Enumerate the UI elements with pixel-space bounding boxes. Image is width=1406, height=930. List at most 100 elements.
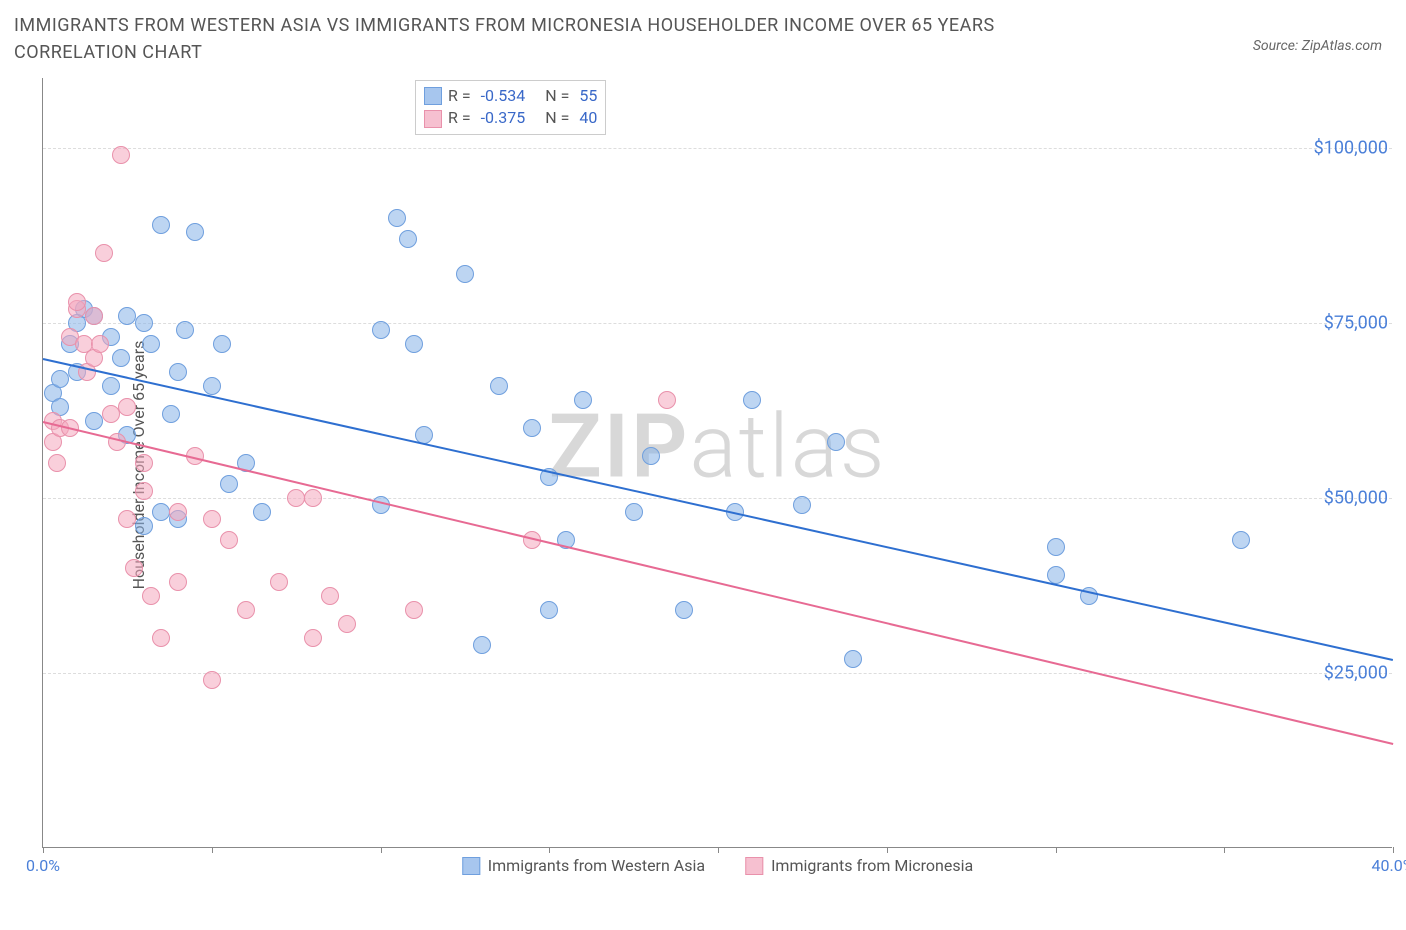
watermark-light: atlas xyxy=(689,396,886,499)
scatter-point xyxy=(625,503,643,521)
chart-title: IMMIGRANTS FROM WESTERN ASIA VS IMMIGRAN… xyxy=(14,12,1114,66)
scatter-point xyxy=(85,307,103,325)
correlation-row: R = -0.375 N = 40 xyxy=(424,107,597,129)
scatter-point xyxy=(321,587,339,605)
legend-item: Immigrants from Micronesia xyxy=(745,856,973,875)
legend-swatch xyxy=(424,110,442,128)
scatter-point xyxy=(338,615,356,633)
trend-line xyxy=(43,421,1393,745)
x-tick xyxy=(1224,847,1225,853)
scatter-point xyxy=(112,349,130,367)
scatter-point xyxy=(287,489,305,507)
series-legend: Immigrants from Western Asia Immigrants f… xyxy=(462,856,973,875)
x-tick-label: 40.0% xyxy=(1372,856,1406,875)
scatter-point xyxy=(95,244,113,262)
scatter-point xyxy=(642,447,660,465)
gridline xyxy=(43,673,1392,674)
scatter-point xyxy=(220,475,238,493)
scatter-point xyxy=(162,405,180,423)
correlation-legend: R = -0.534 N = 55 R = -0.375 N = 40 xyxy=(415,80,606,135)
scatter-point xyxy=(658,391,676,409)
scatter-point xyxy=(743,391,761,409)
scatter-plot-area: ZIPatlas R = -0.534 N = 55 R = -0.375 N = 4… xyxy=(42,78,1392,848)
corr-n-label: N = xyxy=(545,107,569,129)
x-tick xyxy=(43,847,44,853)
scatter-point xyxy=(125,559,143,577)
gridline xyxy=(43,323,1392,324)
scatter-point xyxy=(169,363,187,381)
scatter-point xyxy=(169,503,187,521)
legend-swatch xyxy=(462,857,480,875)
scatter-point xyxy=(399,230,417,248)
corr-r-value: -0.375 xyxy=(481,107,526,129)
y-tick-label: $25,000 xyxy=(1324,663,1396,684)
scatter-point xyxy=(51,370,69,388)
scatter-point xyxy=(574,391,592,409)
scatter-point xyxy=(118,510,136,528)
scatter-point xyxy=(176,321,194,339)
scatter-point xyxy=(118,307,136,325)
x-tick xyxy=(549,847,550,853)
scatter-point xyxy=(405,601,423,619)
x-tick-label: 0.0% xyxy=(26,856,60,875)
corr-r-label: R = xyxy=(448,107,471,129)
scatter-point xyxy=(203,671,221,689)
scatter-point xyxy=(152,629,170,647)
x-tick xyxy=(887,847,888,853)
x-tick xyxy=(1393,847,1394,853)
scatter-point xyxy=(844,650,862,668)
scatter-point xyxy=(85,412,103,430)
y-tick-label: $75,000 xyxy=(1324,313,1396,334)
scatter-point xyxy=(152,503,170,521)
y-tick-label: $100,000 xyxy=(1314,138,1396,159)
x-tick xyxy=(1056,847,1057,853)
scatter-point xyxy=(473,636,491,654)
scatter-point xyxy=(675,601,693,619)
gridline xyxy=(43,498,1392,499)
scatter-point xyxy=(152,216,170,234)
scatter-point xyxy=(1047,538,1065,556)
scatter-point xyxy=(118,398,136,416)
watermark-bold: ZIP xyxy=(548,396,689,499)
legend-swatch xyxy=(424,87,442,105)
legend-item: Immigrants from Western Asia xyxy=(462,856,705,875)
corr-r-value: -0.534 xyxy=(481,85,526,107)
x-tick xyxy=(718,847,719,853)
corr-n-value: 55 xyxy=(579,85,597,107)
corr-n-label: N = xyxy=(545,85,569,107)
scatter-point xyxy=(142,587,160,605)
scatter-point xyxy=(135,314,153,332)
scatter-point xyxy=(142,335,160,353)
scatter-point xyxy=(169,573,187,591)
legend-swatch xyxy=(745,857,763,875)
scatter-point xyxy=(456,265,474,283)
scatter-point xyxy=(540,601,558,619)
scatter-point xyxy=(102,405,120,423)
corr-n-value: 40 xyxy=(579,107,597,129)
scatter-point xyxy=(135,454,153,472)
scatter-point xyxy=(405,335,423,353)
scatter-point xyxy=(1232,531,1250,549)
x-tick xyxy=(381,847,382,853)
scatter-point xyxy=(793,496,811,514)
correlation-row: R = -0.534 N = 55 xyxy=(424,85,597,107)
scatter-point xyxy=(112,146,130,164)
scatter-point xyxy=(523,419,541,437)
scatter-point xyxy=(135,482,153,500)
scatter-point xyxy=(68,293,86,311)
scatter-point xyxy=(135,517,153,535)
scatter-point xyxy=(253,503,271,521)
scatter-point xyxy=(237,601,255,619)
scatter-point xyxy=(48,454,66,472)
scatter-point xyxy=(372,321,390,339)
scatter-point xyxy=(388,209,406,227)
scatter-point xyxy=(270,573,288,591)
scatter-point xyxy=(213,335,231,353)
scatter-point xyxy=(91,335,109,353)
scatter-point xyxy=(203,377,221,395)
corr-r-label: R = xyxy=(448,85,471,107)
gridline xyxy=(43,148,1392,149)
legend-label: Immigrants from Western Asia xyxy=(488,856,705,875)
scatter-point xyxy=(203,510,221,528)
legend-label: Immigrants from Micronesia xyxy=(771,856,973,875)
